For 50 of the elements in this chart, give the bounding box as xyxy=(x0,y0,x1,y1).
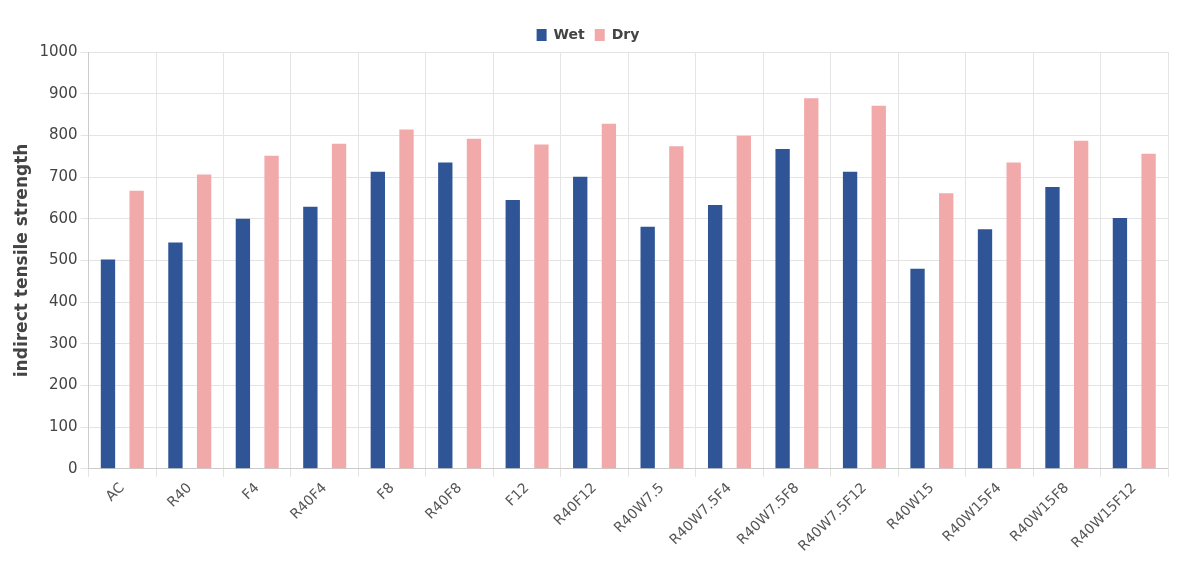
bar xyxy=(775,149,790,469)
bar xyxy=(669,146,684,469)
bar xyxy=(842,171,858,469)
bar xyxy=(707,204,723,469)
bar xyxy=(804,98,819,469)
bar xyxy=(129,190,144,469)
bar xyxy=(168,242,183,469)
y-tick-label: 800 xyxy=(48,125,78,144)
bar xyxy=(871,105,886,469)
y-tick-label: 0 xyxy=(68,458,78,477)
bar xyxy=(601,123,617,469)
x-tick-label: F8 xyxy=(373,479,397,503)
y-tick-label: 300 xyxy=(48,333,78,352)
bar xyxy=(1045,187,1060,469)
y-tick-label: 900 xyxy=(48,83,78,102)
bar xyxy=(399,129,414,469)
y-tick-label: 1000 xyxy=(39,41,78,60)
bar xyxy=(573,176,588,469)
y-tick-label: 100 xyxy=(48,417,78,436)
bar xyxy=(370,171,385,469)
bar xyxy=(505,199,520,469)
bar xyxy=(977,229,993,469)
legend-label: Dry xyxy=(611,25,640,42)
bar xyxy=(438,162,453,469)
bar xyxy=(736,135,751,469)
bar xyxy=(1141,153,1156,469)
bar xyxy=(1073,140,1089,469)
y-axis-title: indirect tensile strength xyxy=(10,143,31,378)
bar xyxy=(640,226,655,469)
y-tick-label: 500 xyxy=(48,250,78,269)
bar xyxy=(196,174,212,469)
bar xyxy=(235,218,251,469)
bar xyxy=(939,193,954,469)
bar xyxy=(910,268,925,469)
x-tick-label: F4 xyxy=(238,479,262,503)
y-tick-label: 200 xyxy=(48,375,78,394)
bar xyxy=(331,143,347,469)
legend-label: Wet xyxy=(553,25,586,42)
bar xyxy=(100,259,116,469)
bar xyxy=(1112,217,1128,469)
y-tick-label: 400 xyxy=(48,291,78,310)
x-tick-label: AC xyxy=(102,478,128,504)
y-tick-label: 600 xyxy=(48,208,78,227)
bar xyxy=(303,206,318,469)
bar xyxy=(466,138,482,469)
y-tick-label: 700 xyxy=(48,166,78,185)
bar xyxy=(534,144,549,469)
x-tick-label: F12 xyxy=(502,479,532,509)
bar xyxy=(1006,162,1021,469)
bar xyxy=(264,155,279,469)
